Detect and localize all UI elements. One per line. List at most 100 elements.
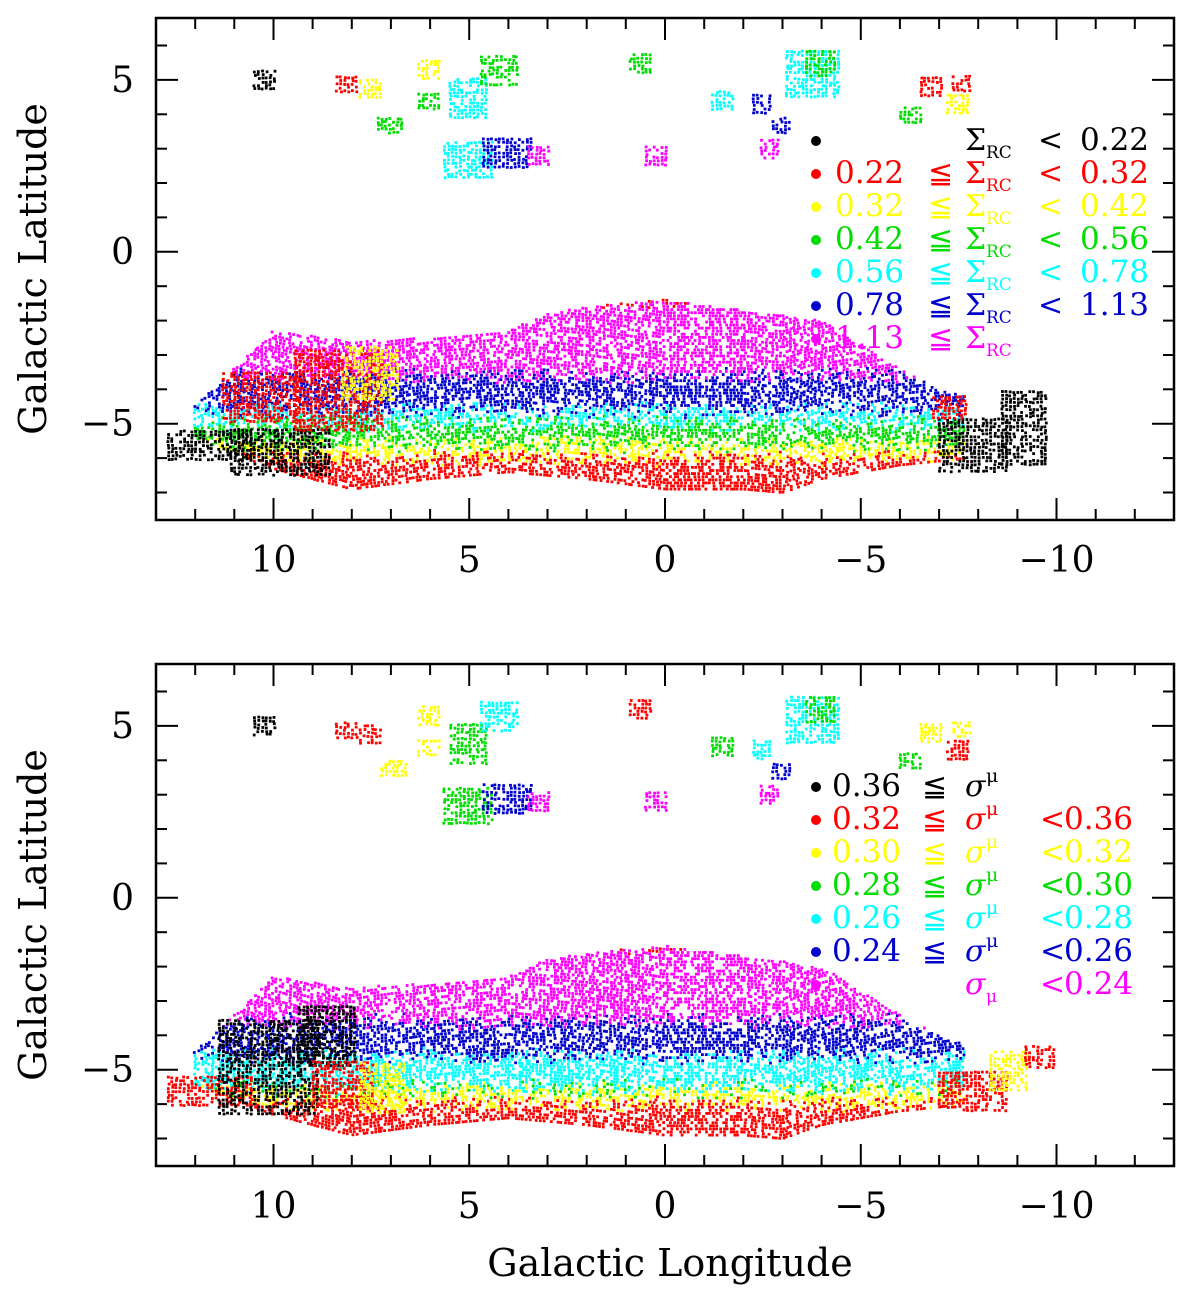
field-marker: [641, 376, 644, 380]
field-marker: [626, 414, 630, 418]
field-marker: [422, 382, 426, 385]
field-marker: [497, 332, 501, 335]
field-marker: [479, 420, 483, 424]
field-marker: [563, 450, 567, 454]
field-marker: [666, 404, 669, 407]
field-marker: [395, 454, 399, 457]
field-marker: [594, 367, 598, 371]
field-marker: [303, 366, 307, 370]
field-marker: [355, 440, 359, 444]
field-marker: [698, 478, 701, 482]
field-marker: [556, 456, 560, 460]
field-marker: [480, 380, 483, 383]
field-marker: [411, 386, 415, 390]
field-marker: [408, 393, 411, 397]
field-marker: [561, 465, 564, 469]
field-marker: [592, 360, 596, 364]
field-marker: [666, 444, 670, 448]
field-marker: [528, 382, 532, 386]
field-marker: [577, 331, 581, 334]
field-marker: [253, 450, 257, 454]
field-marker: [437, 467, 441, 471]
field-marker: [637, 465, 641, 469]
field-marker: [279, 468, 282, 472]
field-marker: [697, 416, 701, 420]
field-marker: [425, 465, 429, 469]
field-marker: [306, 392, 310, 396]
field-marker: [440, 402, 443, 405]
field-marker: [355, 483, 358, 487]
field-marker: [268, 446, 271, 450]
field-marker: [628, 482, 631, 486]
field-marker: [413, 426, 416, 430]
field-marker: [391, 439, 395, 442]
field-marker: [598, 442, 602, 445]
field-marker: [251, 399, 254, 403]
field-marker: [390, 445, 394, 448]
field-marker: [574, 315, 578, 319]
field-marker: [493, 332, 497, 336]
field-marker: [518, 366, 521, 369]
field-marker: [465, 430, 469, 434]
field-marker: [694, 444, 698, 448]
field-marker: [669, 416, 672, 420]
field-marker: [285, 464, 288, 468]
field-marker: [617, 367, 620, 370]
field-marker: [506, 402, 510, 406]
field-marker: [645, 475, 649, 479]
field-marker: [637, 329, 640, 333]
field-marker: [451, 364, 454, 367]
field-marker: [321, 421, 324, 424]
field-marker: [246, 364, 250, 367]
field-marker: [606, 396, 609, 400]
field-marker: [489, 391, 492, 395]
field-marker: [527, 348, 531, 352]
field-marker: [602, 321, 606, 325]
field-marker: [585, 335, 589, 338]
field-marker: [429, 449, 432, 453]
field-marker: [260, 363, 264, 367]
field-marker: [229, 419, 233, 422]
field-marker: [709, 357, 712, 361]
field-marker: [517, 375, 521, 379]
field-marker: [662, 410, 666, 413]
field-marker: [631, 412, 634, 415]
field-marker: [447, 348, 450, 352]
field-marker: [574, 433, 578, 436]
field-marker: [630, 341, 634, 344]
field-marker: [501, 443, 504, 446]
field-marker: [416, 472, 420, 476]
field-marker: [433, 337, 437, 341]
field-marker: [408, 436, 411, 440]
field-marker: [490, 459, 494, 463]
field-marker: [596, 320, 599, 324]
field-marker: [286, 430, 290, 434]
field-marker: [250, 415, 254, 418]
field-marker: [458, 347, 462, 351]
field-marker: [277, 422, 281, 426]
field-marker: [564, 429, 568, 432]
field-marker: [557, 341, 560, 345]
field-marker: [595, 385, 598, 389]
field-marker: [549, 322, 553, 326]
field-marker: [669, 385, 673, 389]
field-marker: [518, 452, 521, 456]
field-marker: [535, 432, 539, 436]
field-marker: [701, 336, 705, 339]
field-marker: [553, 384, 556, 388]
field-marker: [705, 394, 709, 398]
field-marker: [548, 434, 552, 437]
field-marker: [613, 344, 617, 348]
field-marker: [696, 410, 700, 414]
field-marker: [383, 436, 387, 440]
field-marker: [644, 389, 648, 392]
field-marker: [486, 410, 489, 414]
field-marker: [243, 427, 247, 431]
field-marker: [376, 351, 379, 354]
field-marker: [335, 381, 338, 385]
field-marker: [349, 462, 353, 466]
field-marker: [366, 451, 369, 455]
field-marker: [496, 440, 500, 444]
field-marker: [690, 373, 693, 376]
field-marker: [310, 424, 314, 428]
